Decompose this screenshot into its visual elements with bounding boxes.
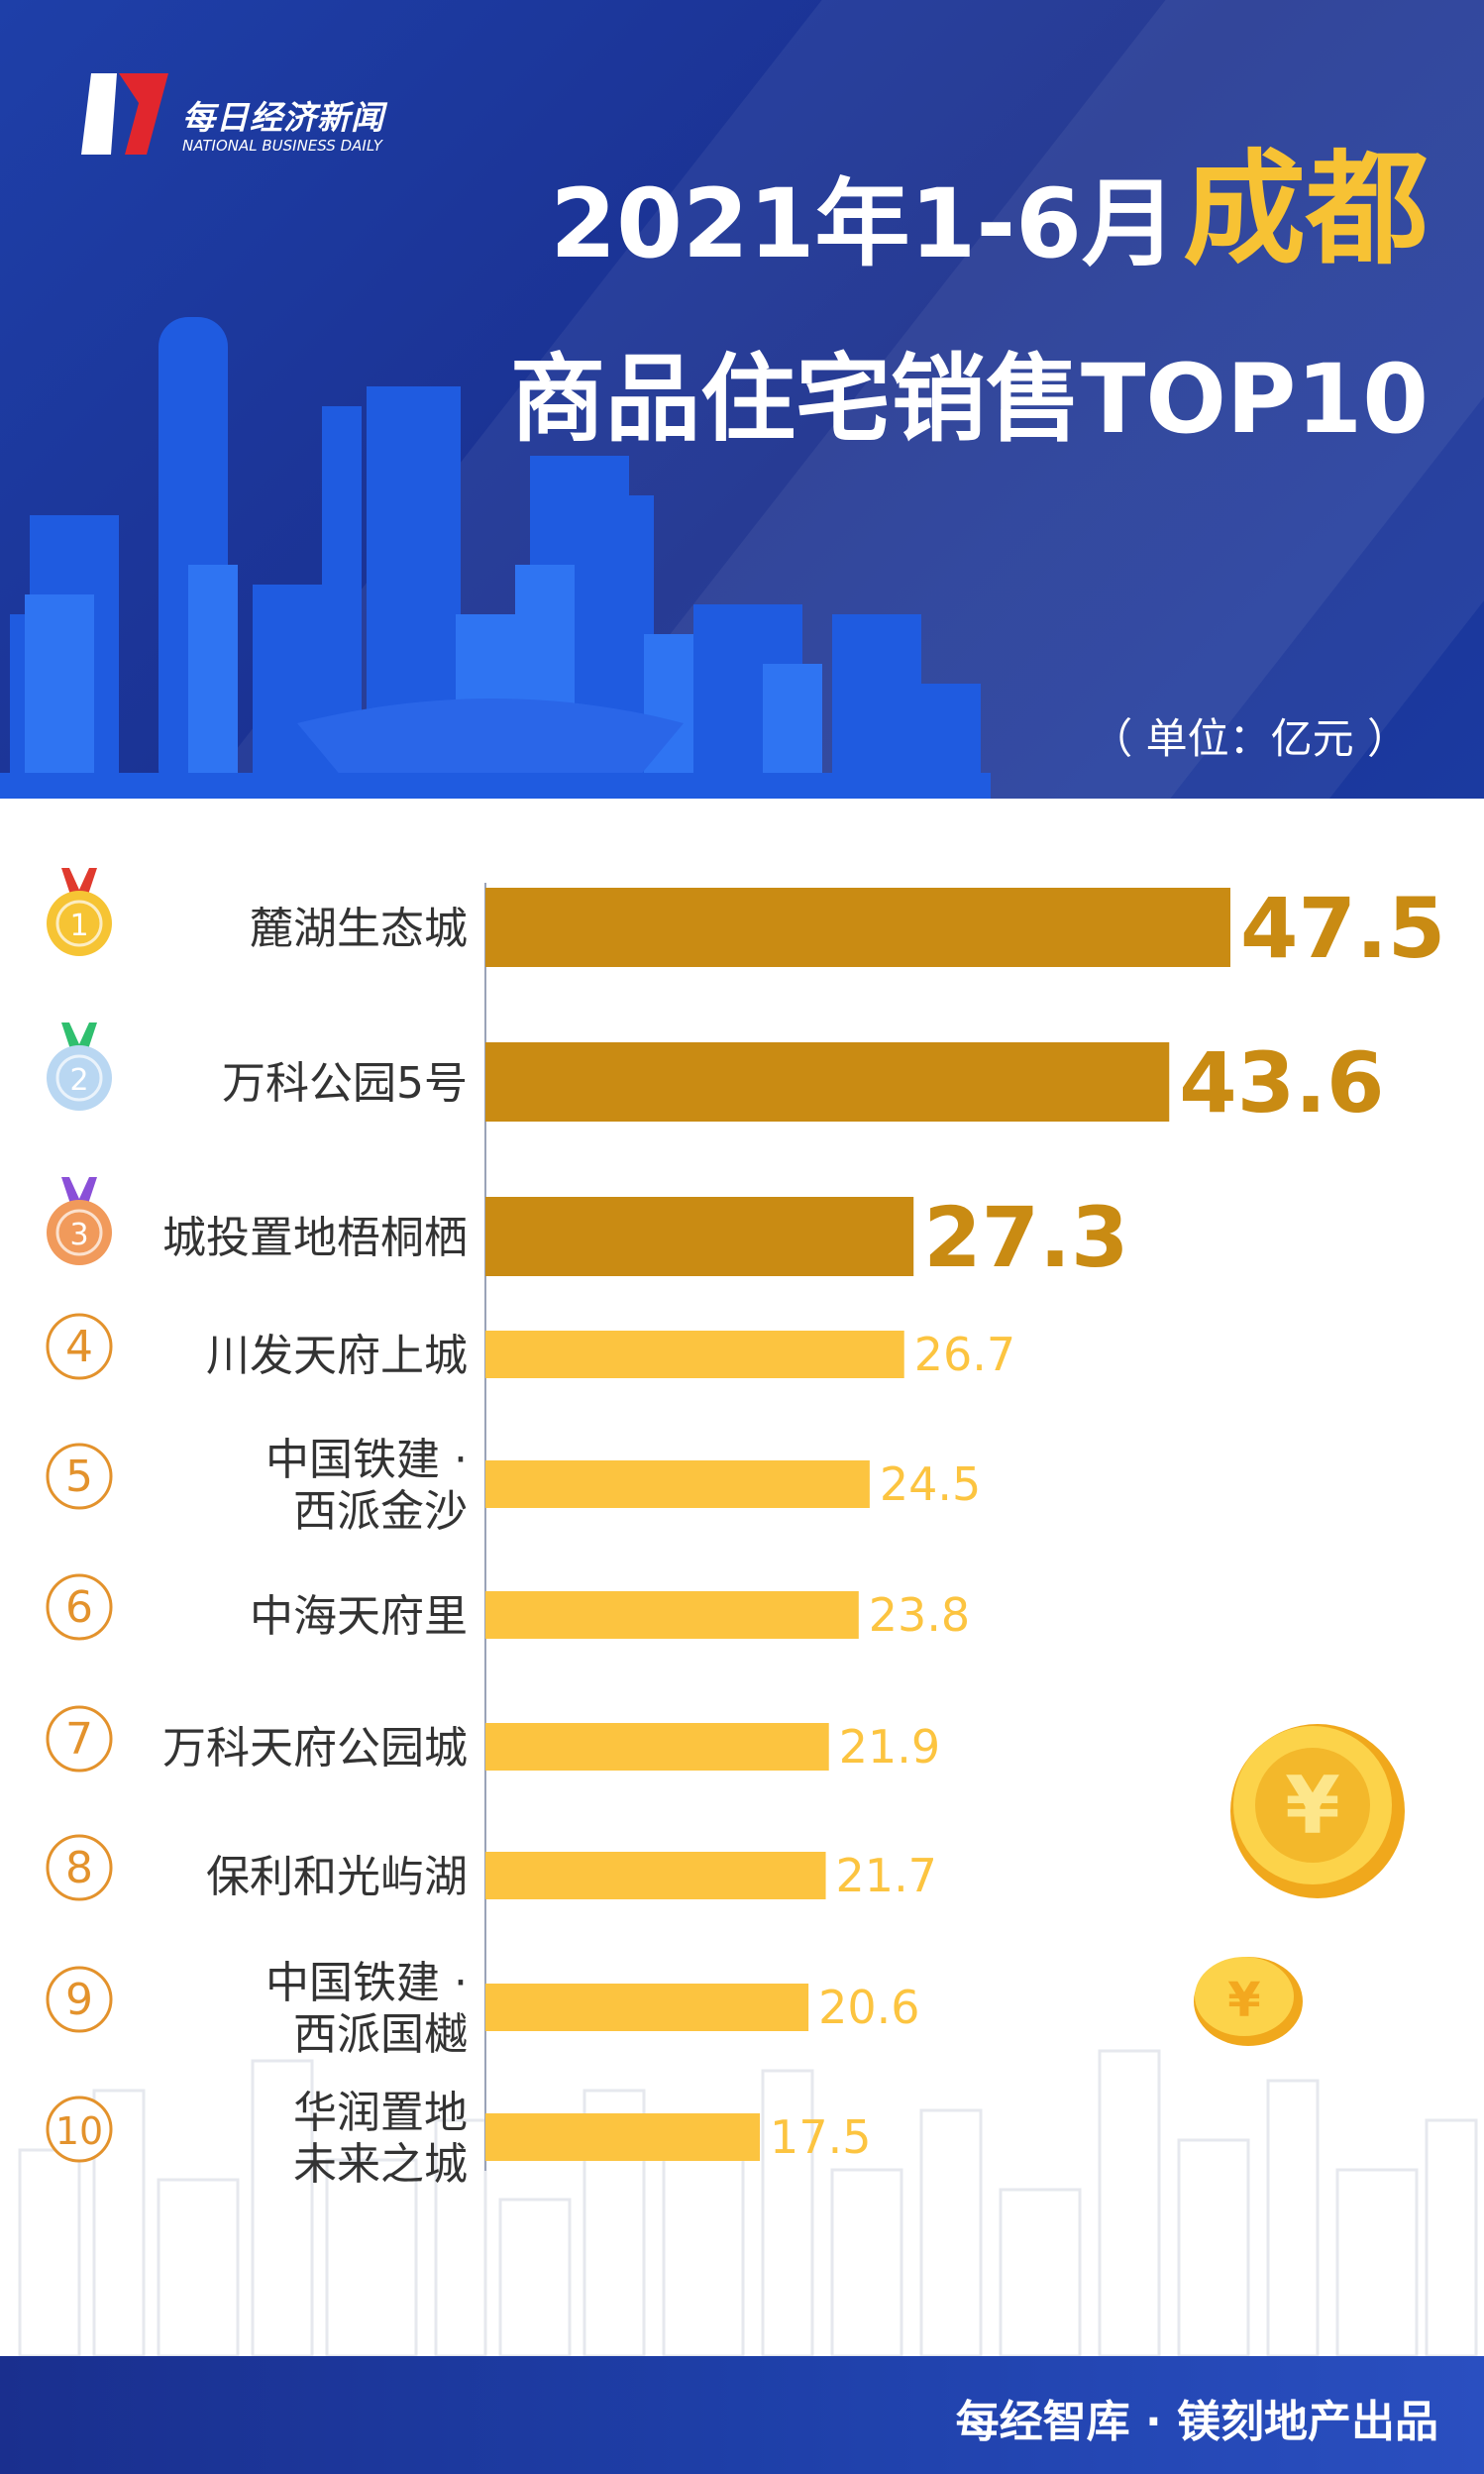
rank-circle-icon bbox=[46, 2096, 113, 2163]
footer-credit: 每经智库 · 镁刻地产出品 bbox=[955, 2397, 1438, 2447]
background-city-watermark bbox=[18, 2049, 1478, 2356]
bar-value-label: 26.7 bbox=[914, 1328, 1015, 1381]
title-line-1: 2021年1-6月成都 bbox=[550, 149, 1429, 271]
gold-coins-decoration: ¥ ¥ bbox=[1194, 1724, 1405, 2046]
title-line-2: 商品住宅销售TOP10 bbox=[509, 344, 1429, 455]
sales-bar-chart: 47.5 麓湖生态城 1 43.6 万科公园5号 2 27.3 城投置地梧桐栖 3 26.7 川发天… bbox=[46, 868, 1445, 2190]
bar bbox=[485, 1197, 914, 1276]
rank-circle-icon bbox=[46, 1834, 113, 1901]
bronze-medal-icon bbox=[61, 1177, 97, 1207]
bar bbox=[485, 1331, 904, 1378]
header-banner: 每日经济新闻 NATIONAL BUSINESS DAILY 2021年1-6月… bbox=[0, 0, 1484, 799]
bar-value-label: 27.3 bbox=[923, 1189, 1128, 1286]
category-label: 未来之城 bbox=[293, 2139, 468, 2190]
category-label: 中海天府里 bbox=[250, 1591, 468, 1642]
category-label: 川发天府上城 bbox=[206, 1331, 468, 1381]
bar bbox=[485, 1042, 1170, 1122]
svg-text:¥: ¥ bbox=[1227, 1973, 1260, 2028]
bar bbox=[485, 1852, 826, 1899]
bar-value-label: 21.9 bbox=[839, 1720, 940, 1774]
bar-value-label: 24.5 bbox=[880, 1457, 981, 1511]
rank-number: 8 bbox=[65, 1843, 93, 1893]
category-label: 中国铁建 · bbox=[265, 1958, 468, 2008]
category-label: 万科公园5号 bbox=[222, 1058, 468, 1109]
medal-ring bbox=[55, 1054, 103, 1102]
city-skyline-illustration bbox=[0, 317, 991, 799]
bar bbox=[485, 1723, 829, 1771]
bar-value-label: 17.5 bbox=[770, 2110, 871, 2164]
svg-text:¥: ¥ bbox=[1285, 1760, 1340, 1852]
bar-value-label: 43.6 bbox=[1179, 1034, 1384, 1131]
category-label: 中国铁建 · bbox=[265, 1435, 468, 1485]
rank-circle-icon bbox=[46, 1313, 113, 1380]
rank-number: 2 bbox=[69, 1063, 88, 1098]
medal-ring bbox=[55, 900, 103, 947]
bar bbox=[485, 888, 1230, 967]
medal-ring bbox=[55, 1209, 103, 1256]
category-label: 华润置地 bbox=[293, 2088, 468, 2138]
bar bbox=[485, 1460, 870, 1508]
logo-english-name: NATIONAL BUSINESS DAILY bbox=[182, 137, 382, 155]
title-period: 2021年1-6月 bbox=[550, 168, 1177, 279]
rank-number: 1 bbox=[69, 909, 88, 943]
bar-value-label: 47.5 bbox=[1240, 880, 1445, 977]
rank-number: 7 bbox=[65, 1714, 93, 1765]
rank-circle-icon bbox=[46, 1573, 113, 1641]
logo-mark-icon bbox=[81, 73, 168, 155]
logo-chinese-name: 每日经济新闻 bbox=[182, 98, 384, 137]
category-label: 万科天府公园城 bbox=[162, 1723, 468, 1774]
category-label: 保利和光屿湖 bbox=[206, 1852, 468, 1902]
rank-number: 5 bbox=[65, 1452, 93, 1502]
rank-circle-icon bbox=[46, 1966, 113, 2033]
rank-number: 6 bbox=[65, 1582, 93, 1633]
rank-number: 10 bbox=[55, 2109, 103, 2153]
bar bbox=[485, 2113, 761, 2161]
category-label: 西派国樾 bbox=[293, 2009, 468, 2060]
title-city: 成都 bbox=[1182, 139, 1429, 281]
rank-number: 4 bbox=[65, 1322, 93, 1372]
rank-number: 9 bbox=[65, 1975, 93, 2025]
footer-banner: 每经智库 · 镁刻地产出品 bbox=[0, 2356, 1484, 2474]
rank-number: 3 bbox=[69, 1218, 88, 1252]
rank-circle-icon bbox=[46, 1705, 113, 1773]
rank-circle-icon bbox=[46, 1443, 113, 1510]
bar-value-label: 21.7 bbox=[836, 1849, 937, 1902]
category-label: 城投置地梧桐栖 bbox=[162, 1213, 468, 1263]
gold-medal-icon bbox=[61, 868, 97, 898]
category-label: 麓湖生态城 bbox=[250, 904, 468, 954]
unit-label: （ 单位：亿元 ） bbox=[1091, 714, 1409, 763]
bar-value-label: 20.6 bbox=[818, 1981, 919, 2034]
bar bbox=[485, 1984, 809, 2031]
silver-medal-icon bbox=[61, 1022, 97, 1052]
brand-logo: 每日经济新闻 NATIONAL BUSINESS DAILY bbox=[77, 69, 474, 163]
category-label: 西派金沙 bbox=[293, 1486, 468, 1537]
bar-value-label: 23.8 bbox=[869, 1588, 970, 1642]
bar bbox=[485, 1591, 859, 1639]
